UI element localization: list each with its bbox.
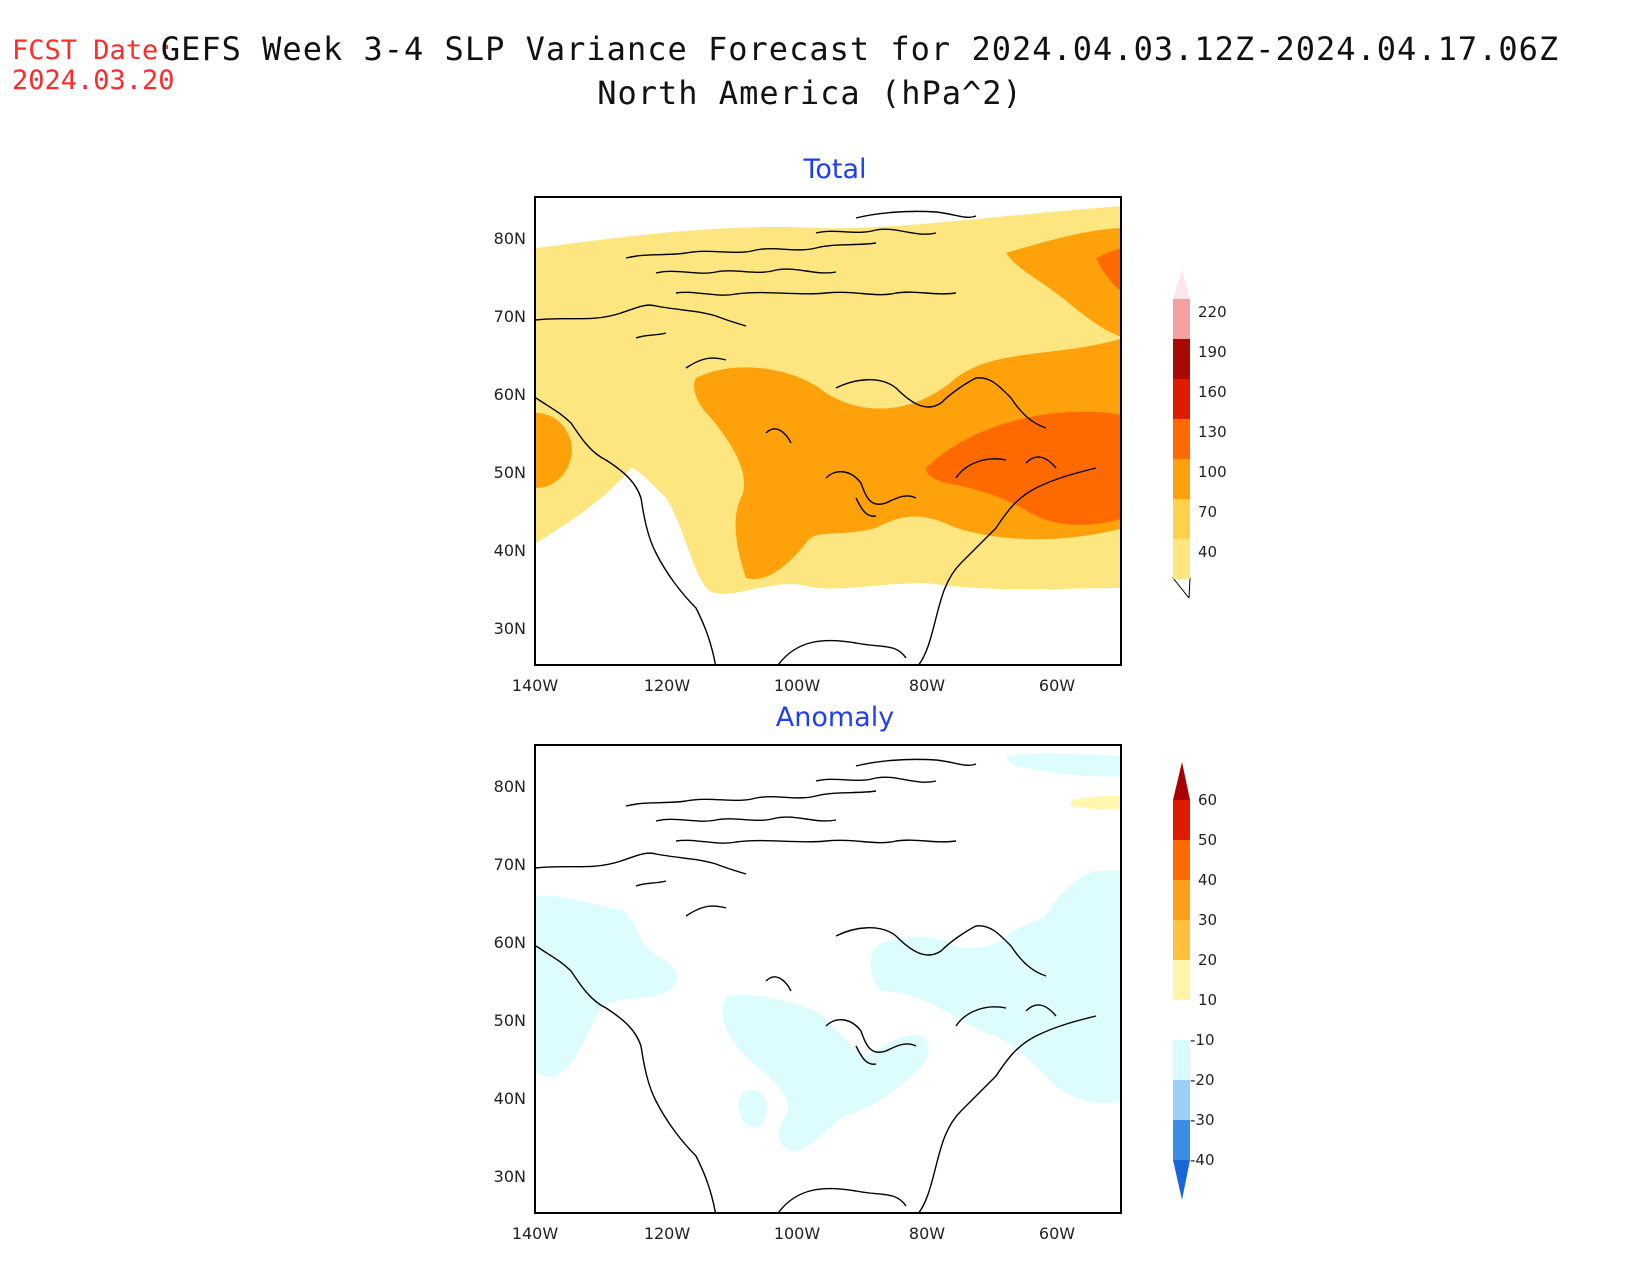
chart-title: GEFS Week 3-4 SLP Variance Forecast for … [160, 30, 1560, 68]
total-contour-70-100-west [536, 413, 572, 488]
lon-label: 100W [773, 1224, 821, 1243]
map-total-svg [536, 206, 1120, 664]
lat-label: 60N [493, 933, 526, 952]
cbar-tick: 130 [1198, 423, 1227, 441]
lat-label: 50N [493, 463, 526, 482]
lat-label: 80N [493, 777, 526, 796]
lon-label: 80W [908, 676, 946, 695]
forecast-date-block: FCST Date: 2024.03.20 [12, 36, 175, 96]
cbar-tick: -40 [1190, 1151, 1215, 1169]
lon-label: 60W [1038, 676, 1076, 695]
lat-label: 30N [493, 1167, 526, 1186]
colorbar-anomaly [1173, 762, 1190, 1200]
cbar-tick: -20 [1190, 1071, 1215, 1089]
cbar-tick: 60 [1198, 791, 1218, 809]
cbar-tick: 50 [1198, 831, 1218, 849]
anom-contour-neg10-neg20-small [738, 1090, 768, 1128]
cbar-tick: 100 [1198, 463, 1227, 481]
lon-label: 100W [773, 676, 821, 695]
anom-contour-neg10-neg20-central [722, 994, 929, 1151]
cbar-tick: -30 [1190, 1111, 1215, 1129]
fcst-date-label: FCST Date: [12, 35, 175, 66]
lat-label: 40N [493, 1089, 526, 1108]
cbar-tick: 190 [1198, 343, 1227, 361]
cbar-tick: 30 [1198, 911, 1218, 929]
chart-subtitle: North America (hPa^2) [597, 74, 1023, 112]
colorbar-total [1172, 270, 1191, 598]
lon-label: 120W [643, 1224, 691, 1243]
cbar-tick: 40 [1198, 871, 1218, 889]
total-contour-70-100-northeast [1006, 228, 1120, 337]
anom-contour-neg10-neg20-east [870, 871, 1120, 1103]
lon-label: 140W [511, 676, 559, 695]
lat-label: 80N [493, 229, 526, 248]
lon-label: 80W [908, 1224, 946, 1243]
anom-contour-neg10-neg20 [536, 895, 677, 1077]
fcst-date-value: 2024.03.20 [12, 65, 175, 96]
anom-contour-neg10-neg20-ne [1006, 753, 1120, 777]
map-anomaly [534, 744, 1122, 1214]
map-anomaly-svg [536, 753, 1120, 1212]
lat-label: 70N [493, 855, 526, 874]
coastlines-total [536, 210, 1097, 664]
cbar-tick: 10 [1198, 991, 1218, 1009]
cbar-tick: 20 [1198, 951, 1218, 969]
cbar-tick: -10 [1190, 1031, 1215, 1049]
lat-label: 40N [493, 541, 526, 560]
lat-label: 60N [493, 385, 526, 404]
lat-label: 30N [493, 619, 526, 638]
lon-label: 140W [511, 1224, 559, 1243]
cbar-tick: 40 [1198, 543, 1218, 561]
lon-label: 120W [643, 676, 691, 695]
lon-label: 60W [1038, 1224, 1076, 1243]
lat-label: 50N [493, 1011, 526, 1030]
cbar-tick: 70 [1198, 503, 1218, 521]
cbar-tick: 220 [1198, 303, 1227, 321]
anom-contour-10-20 [1071, 796, 1120, 810]
total-contour-100-130 [926, 411, 1120, 525]
panel-title-anomaly: Anomaly [775, 702, 895, 733]
total-contour-100-130-north [1096, 248, 1120, 291]
map-total [534, 196, 1122, 666]
lat-label: 70N [493, 307, 526, 326]
coastlines-anomaly [536, 758, 1097, 1212]
total-contour-70-100 [694, 339, 1120, 579]
panel-title-total: Total [803, 154, 867, 185]
cbar-tick: 160 [1198, 383, 1227, 401]
